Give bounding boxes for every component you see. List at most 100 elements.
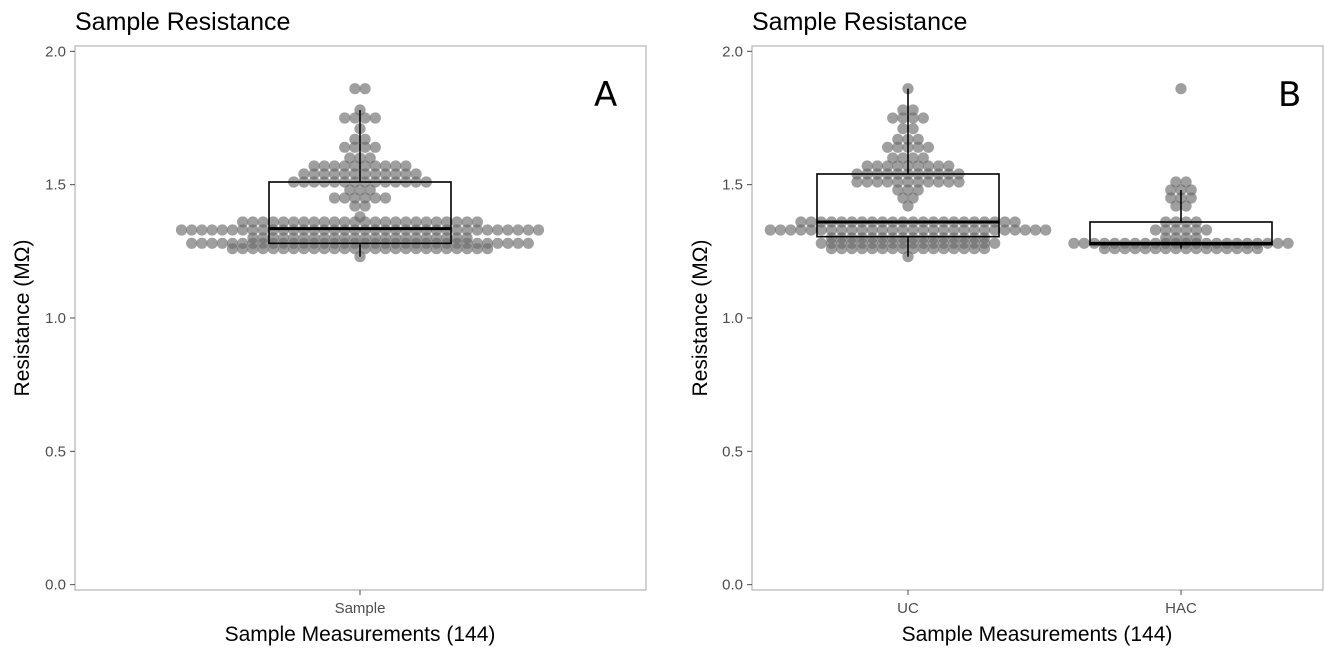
panel-b-data-point xyxy=(1211,243,1223,255)
panel-b-data-point xyxy=(805,216,817,228)
panel-b-data-point xyxy=(897,112,909,124)
panel-a-data-point xyxy=(359,216,371,228)
panel-a-data-point xyxy=(298,168,310,180)
panel-a-x-tick-label: Sample xyxy=(335,600,386,617)
panel-b-data-point xyxy=(1190,243,1202,255)
panel-a-data-point xyxy=(461,243,473,255)
panel-b-letter: B xyxy=(1278,75,1301,115)
panel-b-data-point xyxy=(902,184,914,196)
panel-a-data-point xyxy=(267,243,279,255)
panel-b-boxes xyxy=(816,88,1273,257)
panel-a-data-point xyxy=(318,243,330,255)
panel-b-data-point xyxy=(902,176,914,188)
panel-a-data-point xyxy=(522,237,534,249)
panel-a-data-point xyxy=(206,224,218,236)
panel-a-data-point xyxy=(461,216,473,228)
panel-b-data-point xyxy=(1078,237,1090,249)
panel-a-data-point xyxy=(339,141,351,153)
panel-b-data-point xyxy=(907,243,919,255)
panel-a-data-point xyxy=(379,160,392,172)
panel-b-data-point xyxy=(922,160,935,172)
panel-a-data-point xyxy=(430,216,443,228)
panel-b-data-point xyxy=(948,243,960,255)
panel-a-data-point xyxy=(328,216,341,228)
panel-a-data-point xyxy=(349,133,361,145)
panel-a-data-point xyxy=(502,224,514,236)
panel-b-data-point xyxy=(1009,224,1021,236)
panel-b-data-point xyxy=(968,243,980,255)
panel-b-data-point xyxy=(912,141,924,153)
panel-b-data-point xyxy=(1165,184,1177,196)
panel-b-data-point xyxy=(882,160,894,172)
panel-b-data-point xyxy=(1160,224,1172,236)
panel-b-data-point xyxy=(882,141,894,153)
panel-b-data-point xyxy=(795,224,807,236)
panel-a-x-axis-title: Sample Measurements (144) xyxy=(225,623,496,646)
panel-a-data-point xyxy=(237,216,249,228)
panel-a-data-point xyxy=(257,224,269,236)
panel-a-data-point xyxy=(359,192,371,204)
panel-b-data-point xyxy=(882,176,894,188)
panel-a-data-point xyxy=(288,243,300,255)
panel-b-data-point xyxy=(1180,243,1192,255)
panel-a-data-point xyxy=(216,224,228,236)
panel-a-data-point xyxy=(308,216,320,228)
panel-b-data-point xyxy=(795,216,807,228)
panel-a-data-point xyxy=(481,224,494,236)
panel-b-data-point xyxy=(1175,83,1187,95)
panel-a-data-point xyxy=(369,160,381,172)
panel-a-data-point xyxy=(277,243,290,255)
panel-a-data-point xyxy=(186,224,198,236)
panel-a-data-point xyxy=(267,216,279,228)
panel-a-data-point xyxy=(420,243,432,255)
panel-a-data-point xyxy=(410,243,422,255)
panel-b-data-point xyxy=(897,243,909,255)
panel-b-data-point xyxy=(927,224,940,236)
panel-b-data-point xyxy=(912,184,924,196)
panel-b-data-point xyxy=(1040,224,1052,236)
panel-a-data-point xyxy=(247,216,259,228)
panel-a-data-point xyxy=(349,200,361,212)
panel-b-data-point xyxy=(953,176,965,188)
panel-b-y-tick-label: 2.0 xyxy=(722,43,743,60)
panel-a-data-point xyxy=(359,168,371,180)
panel-b-data-point xyxy=(907,104,919,116)
panel-a-data-point xyxy=(354,251,366,263)
panel-b-data-point xyxy=(907,112,919,124)
panel-b-data-point xyxy=(978,224,991,236)
panel-a-letter: A xyxy=(594,75,617,115)
panel-a-data-point xyxy=(400,243,412,255)
panel-a-data-point xyxy=(226,243,239,255)
panel-a-data-point xyxy=(196,237,208,249)
panel-a-title: Sample Resistance xyxy=(75,8,290,36)
panel-b-data-point xyxy=(805,224,817,236)
panel-b-data-point xyxy=(851,176,863,188)
panel-b-data-point xyxy=(989,224,1001,236)
panel-b-data-point xyxy=(1221,243,1233,255)
panel-b-data-point xyxy=(917,152,929,164)
panel-a-data-point xyxy=(257,216,269,228)
panel-a-data-point xyxy=(349,216,361,228)
panel-a-data-point xyxy=(298,216,310,228)
panel-a-data-point xyxy=(441,216,453,228)
panel-b-data-point xyxy=(1180,176,1192,188)
panel-a-data-point xyxy=(471,224,483,236)
panel-b-data-point xyxy=(846,243,858,255)
panel-b-data-point xyxy=(912,160,924,172)
panel-b-data-point xyxy=(1165,192,1177,204)
panel-b-data-point xyxy=(943,176,955,188)
panel-a-data-point xyxy=(451,216,463,228)
panel-b-data-point xyxy=(836,224,848,236)
panel-a-data-point xyxy=(339,216,351,228)
panel-a-data-point xyxy=(354,184,366,196)
panel-b-y-axis-title: Resistance (MΩ) xyxy=(689,240,712,397)
panel-b-data-point xyxy=(927,243,940,255)
panel-b-data-point xyxy=(933,176,945,188)
panel-b-data-point xyxy=(968,224,980,236)
panel-b-y-tick-label: 1.0 xyxy=(722,310,743,327)
panel-b-data-point xyxy=(1185,192,1197,204)
panel-a-sample-box xyxy=(268,181,452,245)
panel-b-data-point xyxy=(892,141,904,153)
panel-b-data-point xyxy=(938,243,950,255)
panel-b-data-point xyxy=(871,160,884,172)
